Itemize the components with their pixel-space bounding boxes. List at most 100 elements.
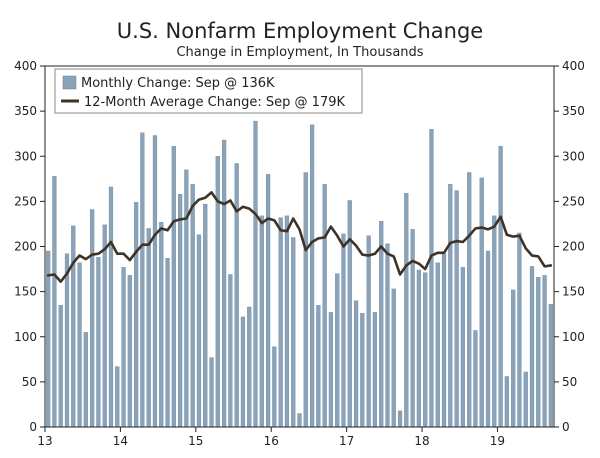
plot-frame — [44, 65, 555, 428]
x-tick-label: 15 — [188, 434, 203, 448]
y-tick-label: 0 — [29, 420, 37, 434]
bar — [215, 156, 220, 428]
bar — [479, 177, 484, 428]
bar — [536, 277, 541, 428]
bar — [108, 186, 114, 428]
bar — [303, 172, 308, 428]
bar — [423, 272, 428, 428]
y-tick-label: 150 — [14, 285, 37, 299]
bar — [46, 250, 51, 428]
bar — [347, 200, 352, 428]
x-tick-label: 17 — [339, 434, 354, 448]
bar — [379, 221, 384, 428]
bar — [121, 267, 126, 428]
x-axis: 13 14 15 16 17 18 19 — [37, 427, 505, 448]
x-tick-label: 16 — [264, 434, 279, 448]
bar — [542, 275, 547, 428]
bar — [504, 376, 509, 428]
chart-title: U.S. Nonfarm Employment Change — [117, 19, 483, 43]
y-tick-label-right: 200 — [562, 240, 585, 254]
bar — [297, 413, 302, 428]
bar — [71, 225, 76, 428]
bar — [64, 253, 70, 428]
bar — [272, 346, 277, 428]
bar — [228, 274, 233, 428]
bar — [284, 215, 290, 428]
bar — [523, 371, 528, 428]
bar — [328, 312, 334, 428]
legend: Monthly Change: Sep @ 136K 12-Month Aver… — [54, 68, 363, 114]
bar — [165, 258, 170, 428]
bar — [96, 257, 101, 428]
bar — [391, 288, 396, 428]
y-axis-right: 0 50 100 150 200 250 300 350 400 — [554, 59, 585, 434]
bar — [404, 193, 409, 428]
legend-label-monthly: Monthly Change: Sep @ 136K — [81, 76, 275, 91]
bar — [240, 316, 246, 428]
bar — [529, 266, 535, 428]
bar — [316, 305, 321, 428]
bar — [134, 202, 139, 428]
y-tick-label-right: 50 — [562, 375, 577, 389]
bar — [410, 229, 415, 428]
bar — [548, 304, 553, 428]
bar — [360, 313, 365, 428]
x-tick-label: 18 — [414, 434, 429, 448]
y-tick-label-right: 350 — [562, 104, 585, 118]
bar — [52, 175, 57, 428]
bar — [127, 275, 132, 428]
y-tick-label: 350 — [14, 104, 37, 118]
bar — [511, 289, 516, 428]
legend-label-average: 12-Month Average Change: Sep @ 179K — [84, 95, 345, 110]
bar — [467, 172, 472, 428]
line-series — [46, 191, 553, 284]
bar — [90, 209, 95, 428]
y-tick-label-right: 100 — [562, 330, 585, 344]
bar — [291, 237, 296, 428]
y-tick-label: 400 — [14, 59, 37, 73]
bar — [259, 215, 264, 428]
bar — [454, 190, 459, 428]
bar — [146, 228, 151, 428]
bar — [115, 366, 120, 428]
bar — [372, 312, 378, 428]
x-tick-label: 14 — [113, 434, 128, 448]
bar — [435, 262, 440, 428]
bar — [77, 262, 82, 428]
y-tick-label-right: 300 — [562, 149, 585, 163]
y-tick-label: 250 — [14, 194, 37, 208]
bar — [397, 410, 403, 428]
bar — [485, 250, 491, 428]
bar — [498, 146, 503, 428]
bar — [335, 273, 340, 428]
y-tick-label: 200 — [14, 240, 37, 254]
bar — [473, 330, 478, 428]
bar — [102, 224, 107, 428]
bar — [178, 194, 183, 428]
bar — [341, 233, 346, 428]
bar — [492, 215, 497, 428]
bar — [322, 184, 327, 428]
average-line — [46, 191, 553, 284]
legend-bar-swatch — [62, 75, 77, 90]
bar — [140, 132, 145, 428]
bar — [159, 221, 164, 428]
bar — [517, 232, 522, 428]
bar — [441, 253, 447, 428]
bar-series — [46, 120, 553, 428]
y-tick-label-right: 400 — [562, 59, 585, 73]
x-tick-label: 19 — [490, 434, 505, 448]
bar — [234, 163, 239, 428]
y-tick-label: 300 — [14, 149, 37, 163]
bar — [184, 169, 189, 428]
bar — [196, 234, 202, 428]
x-tick-label: 13 — [37, 434, 52, 448]
bar — [58, 305, 63, 428]
legend-frame — [54, 68, 363, 114]
bar — [190, 184, 195, 428]
bar — [460, 267, 465, 428]
bar — [366, 235, 371, 428]
y-tick-label: 100 — [14, 330, 37, 344]
bar — [221, 139, 227, 428]
bar — [247, 306, 252, 428]
